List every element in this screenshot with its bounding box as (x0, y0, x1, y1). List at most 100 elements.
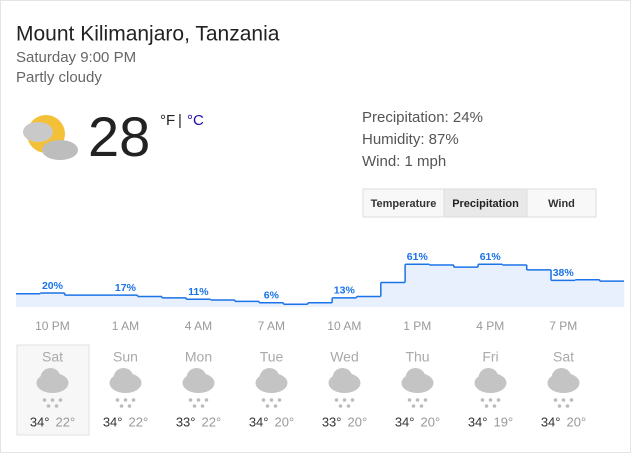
cloud (259, 368, 280, 388)
wind: Wind: 1 mph (362, 153, 446, 170)
selected-day[interactable] (16, 344, 90, 436)
value-label: 17% (115, 282, 137, 294)
day-name[interactable]: Sat (553, 349, 574, 365)
day-high: 34° (30, 414, 50, 429)
area-segment (88, 295, 114, 307)
unit-c[interactable]: °C (187, 112, 204, 129)
snow-dot (334, 398, 339, 402)
snow-dot (58, 398, 63, 402)
day-high: 34° (468, 414, 488, 429)
day-low: 20° (348, 414, 368, 429)
snow-dot (115, 398, 120, 402)
cloud (113, 368, 134, 388)
day-name[interactable]: Thu (405, 349, 429, 365)
area-segment (453, 267, 479, 307)
day-icon (109, 368, 142, 408)
day-low: 22° (202, 414, 222, 429)
area-segment (210, 300, 236, 307)
x-tick-label: 4 PM (476, 319, 504, 333)
unit-separator: | (178, 112, 182, 129)
day-name[interactable]: Sun (113, 349, 138, 365)
area-segment (259, 302, 284, 307)
tab[interactable] (362, 188, 445, 218)
area-segment (307, 302, 333, 307)
area-segment (575, 279, 600, 307)
x-tick-label: 1 PM (403, 319, 431, 333)
day-name[interactable]: Wed (330, 349, 359, 365)
area-segment (405, 264, 430, 307)
snow-dot (407, 398, 412, 402)
value-label: 38% (553, 267, 575, 279)
tab-label[interactable]: Wind (548, 198, 575, 210)
day-name[interactable]: Sat (42, 349, 63, 365)
tabs: Temperature Precipitation Wind (362, 188, 597, 218)
tab[interactable] (443, 188, 528, 218)
day-icon (36, 368, 69, 408)
day-low: 20° (567, 414, 587, 429)
area-segment (113, 295, 138, 307)
humidity: Humidity: 87% (362, 131, 459, 148)
day-icon (401, 368, 434, 408)
day-low: 22° (56, 414, 76, 429)
snow-dot (192, 404, 197, 408)
snow-dot (423, 398, 428, 402)
area-segment (526, 269, 552, 307)
day-low: 20° (421, 414, 441, 429)
snow-dot (46, 404, 51, 408)
x-tick-label: 10 AM (327, 319, 361, 333)
area-segment (234, 301, 260, 307)
area-segment (64, 295, 90, 307)
day-icon (328, 368, 361, 408)
x-tick-label: 7 AM (258, 319, 285, 333)
snow-dot (565, 404, 570, 408)
area-segment (16, 293, 41, 307)
snow-dot (338, 404, 343, 408)
area-segment (137, 296, 163, 307)
snow-dot (200, 404, 205, 408)
area-segment (380, 282, 406, 307)
card-frame (0, 0, 631, 453)
area-segment (599, 281, 625, 307)
snow-dot (557, 404, 562, 408)
tab[interactable] (526, 188, 597, 218)
snow-dot (480, 398, 485, 402)
x-tick-label: 4 AM (185, 319, 212, 333)
day-low: 22° (129, 414, 149, 429)
x-tick-label: 7 PM (549, 319, 577, 333)
day-name[interactable]: Tue (260, 349, 284, 365)
day-name[interactable]: Fri (482, 349, 498, 365)
cloud (40, 368, 61, 388)
snow-dot (127, 404, 132, 408)
day-high: 34° (103, 414, 123, 429)
tab-label[interactable]: Temperature (371, 198, 437, 210)
cloud (186, 368, 207, 388)
cloud (551, 368, 572, 388)
unit-f[interactable]: °F (160, 112, 175, 129)
day-high: 34° (249, 414, 269, 429)
forecast: Sat 34° 22° Sun 34° 22° Mon 33° 22° Tue 34° 20° Wed 3… (16, 344, 587, 436)
snow-dot (42, 398, 47, 402)
value-label: 20% (42, 280, 64, 292)
snow-dot (204, 398, 209, 402)
snow-dot (492, 404, 497, 408)
precipitation: Precipitation: 24% (362, 109, 483, 126)
snow-dot (131, 398, 136, 402)
area-segment (502, 265, 528, 307)
value-label: 6% (264, 290, 280, 302)
day-low: 19° (494, 414, 514, 429)
condition: Partly cloudy (16, 69, 102, 86)
current-icon (23, 115, 78, 160)
snow-dot (496, 398, 501, 402)
snow-dot (350, 398, 355, 402)
tab-label[interactable]: Precipitation (452, 198, 519, 210)
snow-dot (561, 398, 566, 402)
snow-dot (123, 398, 128, 402)
day-high: 34° (541, 414, 561, 429)
day-icon (474, 368, 507, 408)
day-high: 34° (395, 414, 415, 429)
area-segment (429, 265, 455, 307)
snow-dot (273, 404, 278, 408)
day-name[interactable]: Mon (185, 349, 212, 365)
cloud (332, 368, 353, 388)
